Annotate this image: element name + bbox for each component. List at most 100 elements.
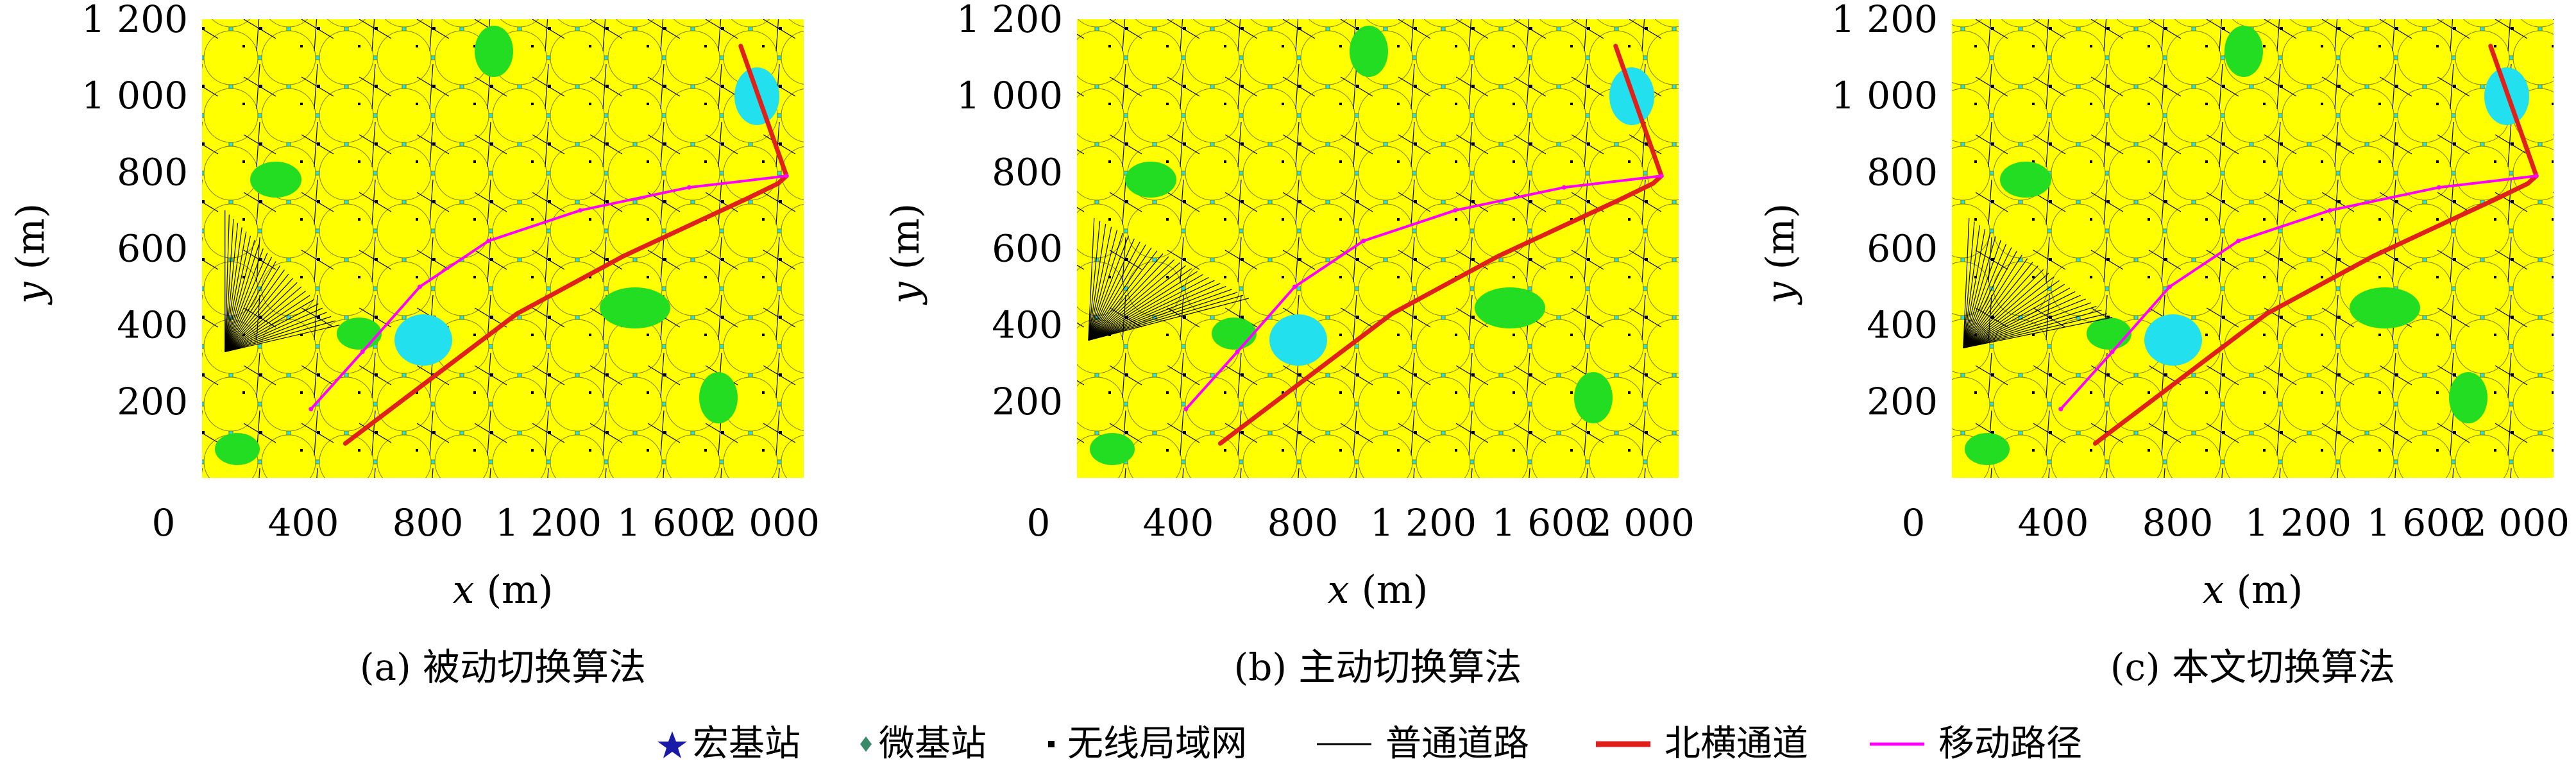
series-point xyxy=(1389,311,1394,316)
handover-line xyxy=(1088,226,1112,341)
handover-fan xyxy=(1088,217,1250,341)
handover-line xyxy=(1963,266,2038,348)
x-tick-label: 0 xyxy=(1902,501,1926,545)
star-icon xyxy=(657,731,687,758)
handover-line xyxy=(1963,276,2055,348)
diamond-icon xyxy=(860,736,872,752)
y-axis-label-unit: (m) xyxy=(1758,203,1803,282)
x-tick-label: 1 200 xyxy=(2245,501,2351,545)
y-tick-label: 1 200 xyxy=(81,0,188,41)
legend-item-micro: 微基站 xyxy=(860,723,987,764)
handover-line xyxy=(225,320,335,352)
y-axis-label-unit: (m) xyxy=(883,203,928,282)
series-point xyxy=(1361,239,1366,244)
handover-line xyxy=(1088,271,1198,341)
handover-line xyxy=(1963,305,2097,348)
overlap-regions xyxy=(1090,26,1654,465)
x-tick-label: 2 000 xyxy=(713,501,820,545)
caption-c: (c) 本文切换算法 xyxy=(2110,645,2395,689)
y-tick-label: 1 000 xyxy=(1831,74,1938,117)
series-point xyxy=(1496,253,1501,259)
y-tick-label: 400 xyxy=(1867,303,1938,347)
series-point xyxy=(578,208,583,213)
series-point xyxy=(1183,407,1189,412)
x-axis-label-var: x xyxy=(453,568,475,613)
series-point xyxy=(738,44,743,49)
y-tick-label: 200 xyxy=(117,380,188,423)
x-tick-label: 1 200 xyxy=(495,501,602,545)
legend-item-macro: 宏基站 xyxy=(657,723,801,764)
chart-panel-a: 1 200 1 000 800 600 400 200 0 400 800 1 200 1 600… xyxy=(8,0,820,689)
caption-b: (b) 主动切换算法 xyxy=(1234,645,1522,689)
legend-item-wlan: 无线局域网 xyxy=(1048,723,1247,764)
handover-line xyxy=(225,325,340,352)
x-tick-label: 1 600 xyxy=(617,501,724,545)
x-tick-label: 800 xyxy=(1267,501,1339,545)
series-point xyxy=(514,311,520,316)
handover-line xyxy=(1088,265,1187,341)
y-tick-label: 1 000 xyxy=(81,74,188,117)
handover-line xyxy=(1088,230,1118,341)
handover-line xyxy=(225,312,327,352)
series-layer xyxy=(1183,44,1664,446)
handover-line xyxy=(225,282,298,352)
handover-line xyxy=(1088,232,1124,341)
y-axis-label-var: y xyxy=(8,281,53,305)
series-point xyxy=(2494,196,2499,201)
y-tick-labels: 1 200 1 000 800 600 400 200 xyxy=(956,0,1063,423)
series-point xyxy=(343,441,348,446)
x-tick-label: 1 600 xyxy=(1492,501,1598,545)
handover-line xyxy=(1963,254,2023,348)
series-point xyxy=(2371,253,2376,259)
series-point xyxy=(2178,376,2183,381)
handover-line xyxy=(1088,289,1232,341)
handover-line xyxy=(1963,298,2086,348)
y-tick-label: 1 200 xyxy=(956,0,1063,41)
handover-line xyxy=(1963,269,2044,348)
y-axis-label: y (m) xyxy=(8,203,53,306)
overlap-regions xyxy=(215,26,779,465)
series-point xyxy=(621,253,626,259)
x-tick-label: 0 xyxy=(152,501,176,545)
handover-line xyxy=(1963,228,1986,348)
x-axis-label: x (m) xyxy=(453,568,554,613)
y-tick-label: 800 xyxy=(117,150,188,194)
y-axis-label: y (m) xyxy=(1758,203,1803,306)
legend: 宏基站 微基站 无线局域网 普通道路 北横通道 移动路径 xyxy=(657,723,2082,764)
y-tick-label: 600 xyxy=(1867,227,1938,271)
handover-line xyxy=(225,307,323,352)
handover-line xyxy=(1088,250,1158,341)
legend-item-path: 移动路径 xyxy=(1870,723,2082,764)
y-tick-label: 800 xyxy=(1867,150,1938,194)
legend-label: 微基站 xyxy=(879,723,987,764)
overlap-regions xyxy=(1965,26,2529,465)
y-tick-label: 1 200 xyxy=(1831,0,1938,41)
handover-line xyxy=(225,231,247,352)
handover-line xyxy=(1088,268,1192,341)
handover-line xyxy=(225,299,314,352)
handover-line xyxy=(1088,298,1250,341)
handover-line xyxy=(225,244,260,352)
x-tick-label: 800 xyxy=(2142,501,2214,545)
handover-line xyxy=(225,303,319,352)
handover-line xyxy=(1088,217,1095,341)
handover-line xyxy=(1088,235,1129,341)
series-point xyxy=(1292,284,1297,289)
handover-line xyxy=(1088,292,1238,341)
handover-line xyxy=(225,240,255,352)
series-point xyxy=(2092,441,2097,446)
handover-line xyxy=(225,214,230,352)
y-axis-label-var: y xyxy=(1758,281,1803,305)
series-point xyxy=(1619,196,1624,201)
legend-label: 北横通道 xyxy=(1665,723,1808,764)
handover-line xyxy=(225,252,268,352)
handover-line xyxy=(1963,309,2102,348)
chart-panel-c: 1 200 1 000 800 600 400 200 0 400 800 1 200 1 600… xyxy=(1758,0,2570,689)
series-point xyxy=(2264,311,2269,316)
handover-line xyxy=(1088,262,1181,341)
handover-fan xyxy=(1963,217,2113,349)
legend-item-channel: 北横通道 xyxy=(1596,723,1808,764)
series-point xyxy=(2488,44,2493,49)
